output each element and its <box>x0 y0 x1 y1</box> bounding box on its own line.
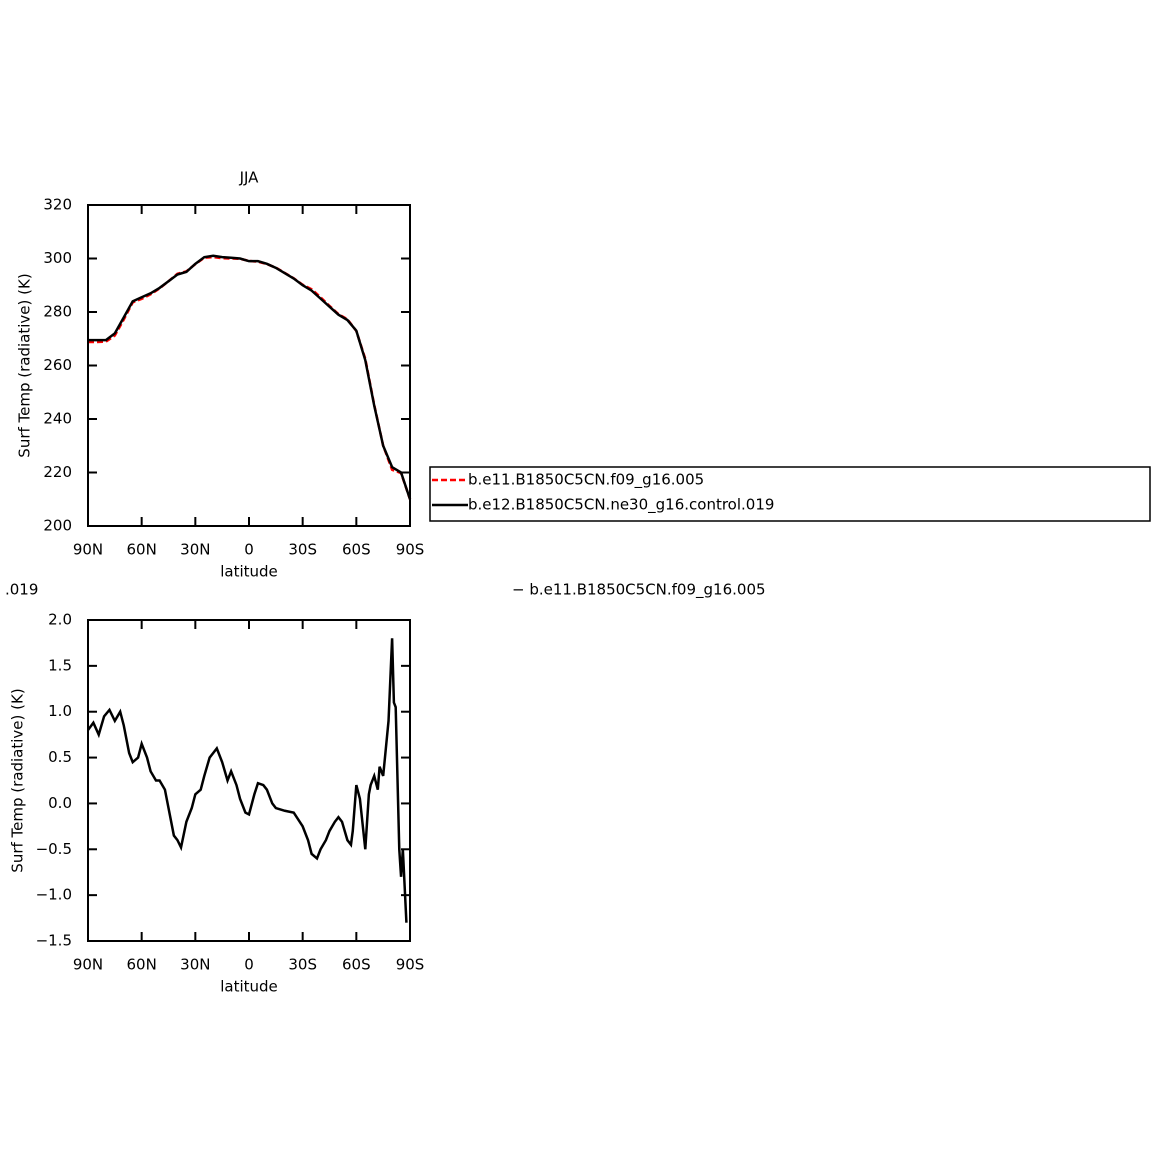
x-tick-label: 0 <box>244 956 254 974</box>
plot-frame <box>87 204 411 527</box>
plot: .019 − b.e11.B1850C5CN.f09_g16.005 90N 60N 3… <box>5 581 766 996</box>
x-tick-label: 30S <box>288 956 317 974</box>
title-fragment: − b.e11.B1850C5CN.f09_g16.005 <box>512 581 766 600</box>
y-tick-label: 280 <box>43 303 72 321</box>
y-tick-label: −1.0 <box>36 886 72 904</box>
y-tick-label: 1.5 <box>48 656 72 674</box>
y-tick-label: 240 <box>43 410 72 428</box>
x-tick-label: 30N <box>180 956 210 974</box>
x-tick-label: 60N <box>127 541 157 559</box>
y-tick-label: 0.5 <box>48 748 72 766</box>
y-tick-label: −0.5 <box>36 840 72 858</box>
x-tick-label: 90N <box>73 956 103 974</box>
y-tick-label: −1.5 <box>36 932 72 950</box>
y-axis-label: Surf Temp (radiative) (K) <box>9 688 27 872</box>
data-line <box>88 255 412 500</box>
data-line <box>88 254 412 500</box>
y-axis-label: Surf Temp (radiative) (K) <box>16 273 34 457</box>
y-tick-label: 0.0 <box>48 794 72 812</box>
y-tick-label: 220 <box>43 463 72 481</box>
x-tick-label: 90S <box>396 956 425 974</box>
y-tick-label: 320 <box>43 196 72 214</box>
x-tick-label: 60N <box>127 956 157 974</box>
legend-label: b.e12.B1850C5CN.ne30_g16.control.019 <box>468 496 774 515</box>
y-tick-label: 260 <box>43 356 72 374</box>
legend-box <box>429 466 1151 522</box>
x-tick-label: 90S <box>396 541 425 559</box>
x-tick-label: 60S <box>342 956 371 974</box>
x-axis-label: latitude <box>220 978 278 996</box>
legend: b.e11.B1850C5CN.f09_g16.005 b.e12.B1850C5… <box>429 466 1151 522</box>
y-tick-label: 1.0 <box>48 702 72 720</box>
x-tick-label: 60S <box>342 541 371 559</box>
x-axis-label: latitude <box>220 563 278 581</box>
y-tick-label: 200 <box>43 517 72 535</box>
x-tick-label: 0 <box>244 541 254 559</box>
y-tick-label: 300 <box>43 249 72 267</box>
y-tick-label: 2.0 <box>48 611 72 629</box>
x-tick-label: 90N <box>73 541 103 559</box>
x-tick-label: 30S <box>288 541 317 559</box>
chart-title: JJA <box>239 169 260 187</box>
plot: JJA 90N 60N 30N 0 30S 60S 90S 200 220 240 260 280 300… <box>16 169 425 581</box>
title-fragment: .019 <box>5 581 38 599</box>
x-tick-label: 30N <box>180 541 210 559</box>
plot-frame <box>87 619 411 942</box>
legend-label: b.e11.B1850C5CN.f09_g16.005 <box>468 471 704 490</box>
data-line <box>86 638 408 923</box>
